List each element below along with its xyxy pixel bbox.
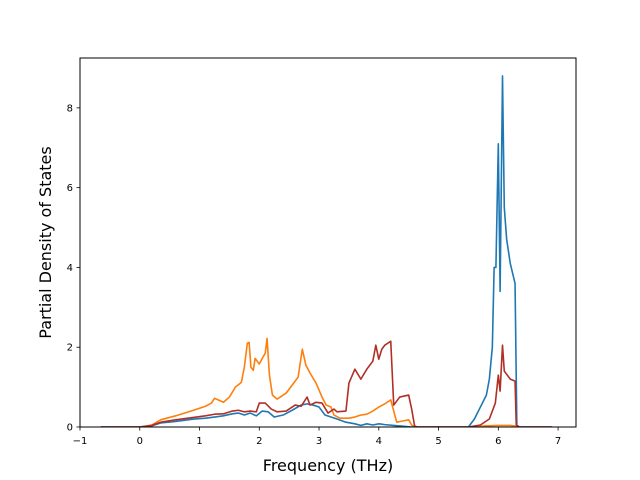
x-tick-label: 0 <box>137 436 143 447</box>
series-layer <box>100 75 553 427</box>
y-tick-label: 8 <box>67 103 73 114</box>
y-tick-label: 6 <box>67 183 73 194</box>
x-tick-label: 5 <box>435 436 441 447</box>
series-line-2 <box>100 75 553 427</box>
x-tick-label: 7 <box>555 436 561 447</box>
x-tick-label: −1 <box>73 436 88 447</box>
y-tick-label: 4 <box>67 263 73 274</box>
plot-frame <box>79 57 577 428</box>
series-line-1 <box>100 337 553 427</box>
x-tick-label: 3 <box>316 436 322 447</box>
y-tick-label: 0 <box>67 423 73 434</box>
y-axis: 0 2 4 6 8 <box>67 103 80 434</box>
x-axis-label: Frequency (THz) <box>263 456 393 475</box>
x-tick-label: 6 <box>495 436 501 447</box>
x-tick-label: 2 <box>256 436 262 447</box>
series-line-3 <box>100 340 553 427</box>
y-tick-label: 2 <box>67 343 73 354</box>
x-tick-label: 1 <box>196 436 202 447</box>
x-axis: −1 0 1 2 3 4 5 6 7 <box>73 427 561 447</box>
x-tick-label: 4 <box>376 436 382 447</box>
y-axis-label: Partial Density of States <box>36 146 55 338</box>
